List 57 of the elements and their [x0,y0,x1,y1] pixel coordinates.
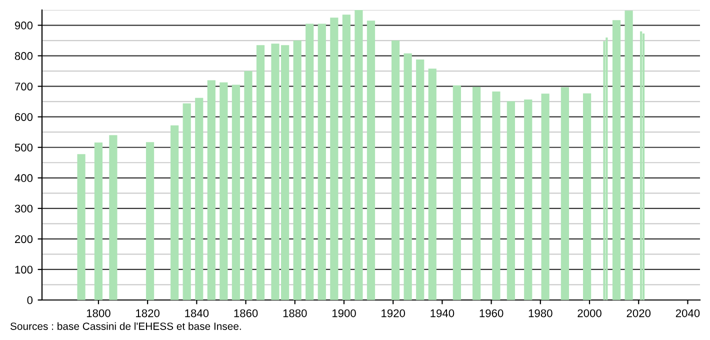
bar [94,142,103,300]
y-tick-label: 100 [15,266,33,274]
bar [583,93,592,300]
bar [612,20,621,300]
x-tick-label: 2020 [626,309,651,318]
bar [624,10,633,300]
bar [416,59,424,300]
bar [342,14,350,300]
y-tick-label: 600 [15,113,33,121]
bar [492,92,500,300]
y-tick-label: 300 [14,204,33,213]
bar [207,80,216,300]
x-tick-label: 1940 [430,309,454,318]
bar [472,86,481,300]
x-tick-label: 1960 [480,309,504,318]
y-tick-label: 900 [14,22,33,30]
bar [146,142,154,300]
x-tick-label: 1900 [332,309,356,318]
x-tick-label: 1860 [234,309,258,318]
bar [182,103,191,300]
bar [306,24,314,300]
bar [109,135,118,300]
bar [170,125,179,300]
x-tick-label: 1880 [283,309,307,318]
x-tick-label: 1840 [185,309,209,318]
bar [293,40,302,300]
x-tick-label: 1920 [382,309,406,318]
y-tick-label: 500 [14,144,33,152]
source-note: Sources : base Cassini de l'EHESS et base Insee. [10,322,241,330]
bar [404,53,412,300]
bar [256,45,265,300]
bar [354,10,363,300]
x-tick-label: 1980 [528,309,552,318]
bar [220,82,228,300]
bar [541,94,550,300]
x-tick-label: 1820 [136,309,160,318]
x-tick-label: 1800 [86,309,110,318]
bar [195,98,204,300]
y-tick-label: 800 [14,52,33,60]
y-tick-label: 0 [27,296,33,304]
bar [428,68,436,300]
bar [366,20,376,300]
bar [452,85,461,300]
bar [330,18,338,300]
bar [77,154,86,300]
bar [524,99,532,300]
bar [392,40,400,300]
bar [560,87,570,300]
y-tick-label: 700 [15,82,33,90]
y-tick-label: 400 [14,174,33,182]
y-tick-label: 200 [14,235,33,244]
x-tick-label: 2000 [578,309,602,318]
bar [318,24,326,300]
bar [244,71,252,300]
bar [506,101,515,300]
bar [232,84,240,300]
x-tick-label: 2040 [676,309,700,318]
